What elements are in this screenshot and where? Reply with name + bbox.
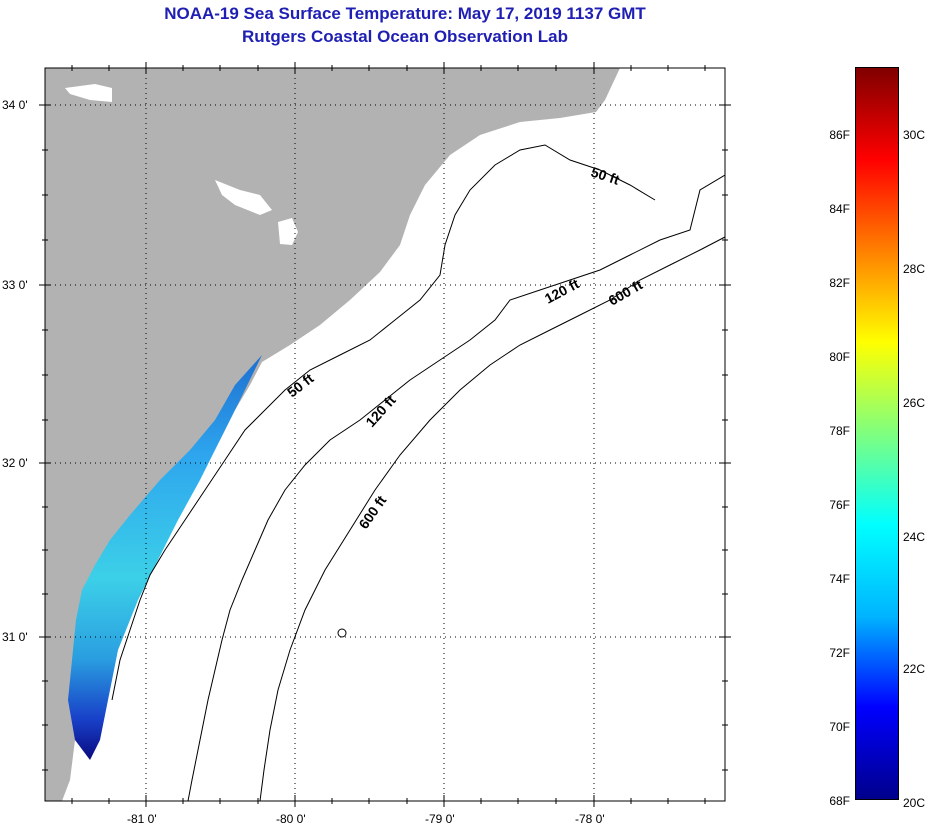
tick-marks: [39, 62, 731, 807]
lon-label: -81 0': [127, 812, 157, 826]
colorbar-f-label: 78F: [829, 424, 850, 438]
lat-label: 34 0': [2, 98, 28, 112]
contour-120ft: [187, 174, 725, 801]
colorbar-f-label: 70F: [829, 720, 850, 734]
contour-50ft: [111, 144, 656, 701]
colorbar-c-label: 22C: [903, 662, 926, 676]
lon-label: -80 0': [276, 812, 306, 826]
colorbar-f-label: 74F: [829, 572, 850, 586]
colorbar-c-label: 20C: [903, 796, 926, 810]
lat-label: 32 0': [2, 456, 28, 470]
colorbar-f-label: 86F: [829, 128, 850, 142]
lon-label: -79 0': [425, 812, 455, 826]
sound-water: [595, 95, 655, 160]
colorbar-c-label: 26C: [903, 396, 926, 410]
sst-swath: [68, 355, 262, 760]
inland-lake: [278, 218, 298, 245]
map-subtitle: Rutgers Coastal Ocean Observation Lab: [242, 27, 568, 46]
colorbar-f-label: 68F: [829, 794, 850, 808]
colorbar-f-label: 72F: [829, 646, 850, 660]
map-frame: [44, 67, 726, 802]
colorbar-f-label: 84F: [829, 202, 850, 216]
land-area: [45, 68, 620, 801]
map-title: NOAA-19 Sea Surface Temperature: May 17,…: [164, 4, 646, 23]
contour-ring: [337, 628, 347, 638]
lat-label: 31 0': [2, 630, 28, 644]
colorbar-c-label: 24C: [903, 530, 926, 544]
colorbar-f-label: 76F: [829, 498, 850, 512]
inland-lake: [215, 180, 272, 215]
colorbar-f-label: 80F: [829, 350, 850, 364]
colorbar-c-label: 30C: [903, 128, 926, 142]
colorbar-c-label: 28C: [903, 262, 926, 276]
lon-label: -78 0': [575, 812, 605, 826]
colorbar-f-label: 82F: [829, 276, 850, 290]
inland-lake: [65, 84, 112, 102]
graticule: [45, 68, 725, 801]
contour-600ft: [259, 236, 725, 801]
lat-label: 33 0': [2, 278, 28, 292]
temperature-colorbar: [855, 67, 899, 800]
